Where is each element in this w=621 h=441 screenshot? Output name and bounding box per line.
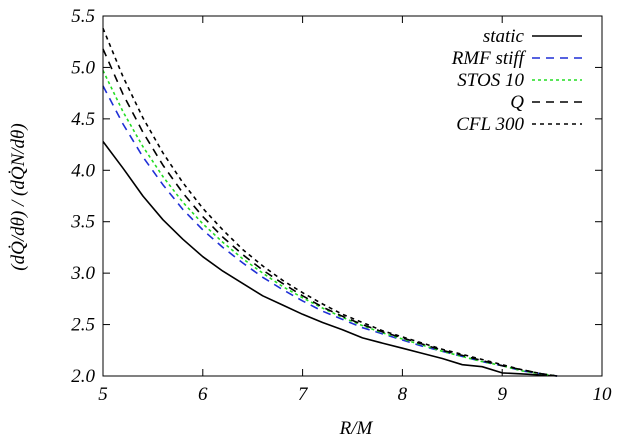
x-tick-label: 5 xyxy=(98,384,108,405)
legend-label: RMF stiff xyxy=(451,48,527,69)
axes: 5 6 7 8 9 10 2.0 2.5 3.0 3.5 4.0 4.5 5.0 5.5 xyxy=(70,6,612,405)
legend-label: Q xyxy=(510,92,524,113)
x-tick-label: 7 xyxy=(298,384,309,405)
y-tick-label: 4.0 xyxy=(71,160,95,181)
plot-frame xyxy=(102,15,603,377)
y-axis-label-group: (dQ̇/dθ) / (dQ̇N/dθ) xyxy=(7,123,29,270)
series-line-rmf-stiff xyxy=(102,85,558,377)
plot-area xyxy=(102,27,558,377)
x-tick-label: 10 xyxy=(593,384,613,405)
x-tick-label: 8 xyxy=(398,384,408,405)
x-tick-label: 9 xyxy=(497,384,507,405)
x-tick-label: 6 xyxy=(198,384,208,405)
series-line-q xyxy=(102,48,558,377)
legend-label: static xyxy=(483,26,525,47)
series-line-stos-10 xyxy=(102,70,558,377)
y-tick-label: 4.5 xyxy=(71,109,95,130)
legend-label: CFL 300 xyxy=(456,114,524,135)
y-tick-label: 3.5 xyxy=(70,212,95,233)
y-tick-label: 3.0 xyxy=(70,263,95,284)
y-tick-label: 5.0 xyxy=(71,57,95,78)
y-axis-label: (dQ̇/dθ) / (dQ̇N/dθ) xyxy=(7,123,29,270)
x-axis-label: R/M xyxy=(339,418,374,439)
series-line-static xyxy=(102,141,558,377)
y-tick-label: 2.0 xyxy=(71,366,95,387)
y-tick-label: 2.5 xyxy=(71,315,95,336)
legend-label: STOS 10 xyxy=(457,70,524,91)
y-tick-label: 5.5 xyxy=(71,6,95,27)
series-line-cfl-300 xyxy=(102,27,558,377)
